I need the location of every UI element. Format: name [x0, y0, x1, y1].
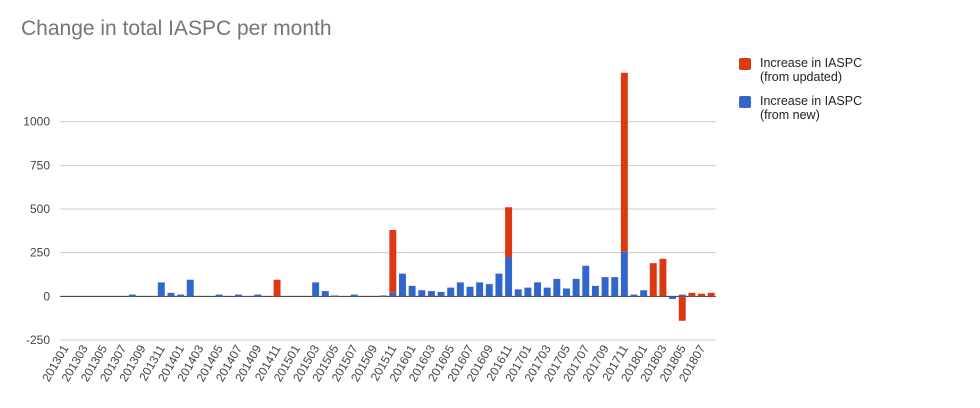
- legend-swatch-updated: [739, 58, 751, 70]
- bar-201602-new[interactable]: [418, 290, 426, 297]
- bar-201503-new[interactable]: [312, 282, 320, 297]
- bar-201411-updated[interactable]: [273, 279, 281, 297]
- bar-201612-new[interactable]: [514, 289, 522, 297]
- bar-201507-new[interactable]: [350, 294, 358, 297]
- bar-201605-new[interactable]: [447, 287, 455, 297]
- bar-201805-new[interactable]: [678, 294, 686, 297]
- bar-201603-new[interactable]: [427, 291, 435, 297]
- y-tick-label: 0: [43, 289, 50, 303]
- bar-201805-updated[interactable]: [678, 296, 686, 321]
- bar-201711-new[interactable]: [620, 251, 628, 297]
- legend-label-new: Increase in IASPC: [760, 94, 863, 108]
- bar-201711-updated[interactable]: [620, 72, 628, 252]
- bar-201703-new[interactable]: [543, 287, 551, 297]
- y-tick-label: 250: [30, 246, 50, 260]
- bar-201401-new[interactable]: [177, 294, 185, 297]
- bar-201801-new[interactable]: [640, 290, 648, 297]
- bar-201511-updated[interactable]: [389, 229, 397, 293]
- bar-201606-new[interactable]: [456, 282, 464, 297]
- legend: Increase in IASPC (from updated) Increas…: [739, 56, 929, 132]
- bar-201804-new[interactable]: [669, 296, 677, 299]
- bar-201704-new[interactable]: [553, 278, 561, 297]
- bar-201803-updated[interactable]: [659, 258, 667, 297]
- bar-201710-new[interactable]: [611, 277, 619, 297]
- y-tick-label: 500: [30, 202, 50, 216]
- bar-201504-new[interactable]: [321, 291, 329, 297]
- bar-201505-new[interactable]: [331, 295, 339, 297]
- bar-201601-new[interactable]: [408, 285, 416, 297]
- legend-sublabel-new: (from new): [760, 108, 820, 122]
- bar-201405-new[interactable]: [215, 294, 223, 297]
- bar-201402-new[interactable]: [186, 279, 194, 297]
- bar-201610-new[interactable]: [495, 273, 503, 297]
- bar-201604-new[interactable]: [437, 291, 445, 297]
- bar-201510-new[interactable]: [379, 295, 387, 297]
- bar-201608-new[interactable]: [476, 282, 484, 297]
- bar-201611-updated[interactable]: [505, 207, 513, 258]
- bar-201611-new[interactable]: [505, 257, 513, 297]
- bar-201702-new[interactable]: [534, 282, 542, 297]
- bar-201709-new[interactable]: [601, 277, 609, 297]
- bar-201609-new[interactable]: [485, 284, 493, 297]
- bar-201808-updated[interactable]: [707, 292, 715, 297]
- bar-201512-new[interactable]: [398, 273, 406, 297]
- bar-201311-new[interactable]: [157, 282, 165, 297]
- bar-201409-new[interactable]: [254, 294, 262, 297]
- bar-201708-new[interactable]: [591, 285, 599, 297]
- bar-201707-new[interactable]: [582, 265, 590, 297]
- legend-sublabel-updated: (from updated): [760, 70, 842, 84]
- bar-201607-new[interactable]: [466, 286, 474, 297]
- bar-201308-new[interactable]: [128, 294, 136, 297]
- bars: [128, 72, 715, 321]
- grid-lines: [60, 121, 716, 341]
- bar-201312-new[interactable]: [167, 292, 175, 297]
- y-axis-tick-labels: -250 0 250 500 750 1000: [23, 115, 50, 347]
- bar-201706-new[interactable]: [572, 278, 580, 297]
- bar-201802-updated[interactable]: [649, 263, 657, 297]
- y-tick-label: 750: [30, 158, 50, 172]
- legend-item-new[interactable]: Increase in IASPC (from new): [739, 94, 929, 122]
- bar-201407-new[interactable]: [234, 294, 242, 297]
- chart-title: Change in total IASPC per month: [21, 17, 332, 40]
- bar-201511-new[interactable]: [389, 292, 397, 297]
- y-tick-label: -250: [26, 333, 50, 347]
- bar-201705-new[interactable]: [562, 288, 570, 297]
- bar-201712-new[interactable]: [630, 294, 638, 297]
- y-tick-label: 1000: [23, 115, 50, 129]
- bar-201807-updated[interactable]: [698, 293, 706, 297]
- legend-label-updated: Increase in IASPC: [760, 56, 863, 70]
- bar-201806-updated[interactable]: [688, 292, 696, 297]
- x-axis-tick-labels: 2013012013032013052013072013092013112014…: [39, 342, 708, 384]
- legend-item-updated[interactable]: Increase in IASPC (from updated): [739, 56, 929, 84]
- legend-swatch-new: [739, 96, 751, 108]
- bar-201701-new[interactable]: [524, 287, 532, 297]
